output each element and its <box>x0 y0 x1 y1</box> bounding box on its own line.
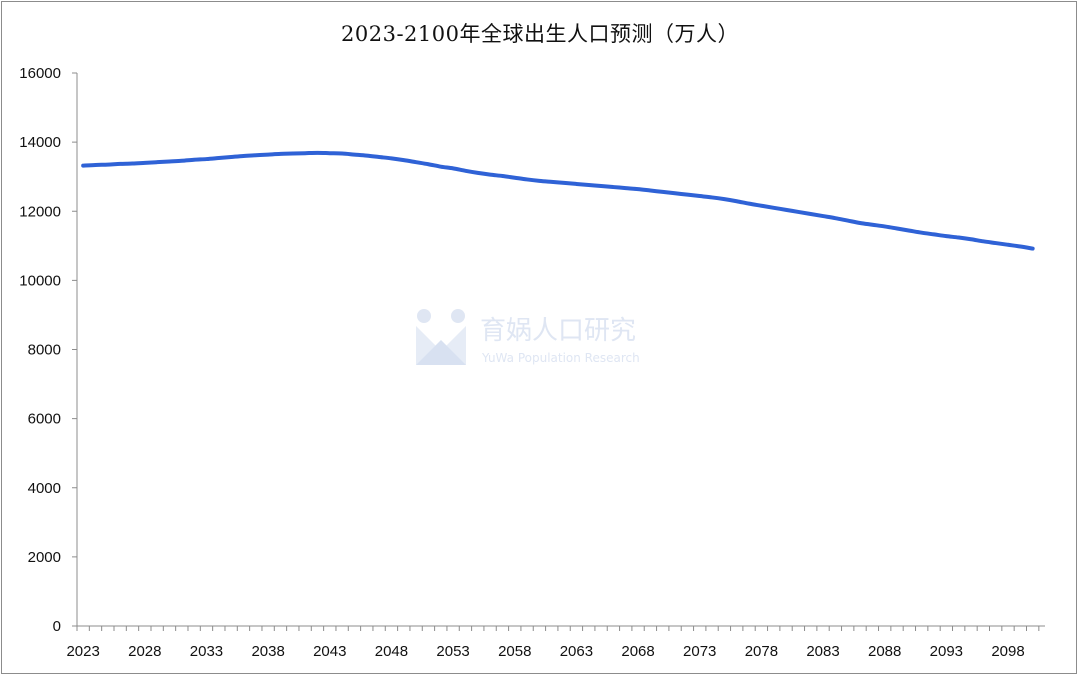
x-tick-label: 2058 <box>498 643 531 660</box>
x-tick-label: 2083 <box>806 643 839 660</box>
watermark-logo-icon <box>416 309 466 365</box>
series-line <box>81 150 1035 251</box>
x-tick-label: 2023 <box>66 643 99 660</box>
plot-area <box>81 150 1035 251</box>
x-tick-label: 2093 <box>930 643 963 660</box>
x-tick-label: 2053 <box>436 643 469 660</box>
y-tick-label: 10000 <box>19 272 61 289</box>
x-tick-label: 2033 <box>190 643 223 660</box>
watermark-title: 育娲人口研究 <box>480 316 636 346</box>
y-tick-label: 8000 <box>28 342 61 359</box>
watermark-subtitle: YuWa Population Research <box>481 351 640 365</box>
x-tick-label: 2073 <box>683 643 716 660</box>
x-tick-label: 2063 <box>560 643 593 660</box>
x-tick-label: 2048 <box>375 643 408 660</box>
x-tick-label: 2098 <box>991 643 1024 660</box>
y-tick-label: 0 <box>53 618 61 635</box>
y-tick-label: 6000 <box>28 411 61 428</box>
x-tick-label: 2088 <box>868 643 901 660</box>
y-tick-label: 4000 <box>28 480 61 497</box>
y-tick-label: 16000 <box>19 65 61 82</box>
axes: 0 2000 4000 6000 8000 10000 12000 14000 16000 202… <box>19 65 1045 660</box>
x-tick-label: 2068 <box>621 643 654 660</box>
x-tick-label: 2043 <box>313 643 346 660</box>
x-tick-label: 2038 <box>251 643 284 660</box>
chart-title: 2023-2100年全球出生人口预测（万人） <box>341 22 739 46</box>
y-tick-label: 12000 <box>19 203 61 220</box>
x-tick-label: 2078 <box>745 643 778 660</box>
y-tick-label: 2000 <box>28 549 61 566</box>
y-tick-label: 14000 <box>19 134 61 151</box>
x-tick-label: 2028 <box>128 643 161 660</box>
watermark: 育娲人口研究 YuWa Population Research <box>416 309 640 365</box>
